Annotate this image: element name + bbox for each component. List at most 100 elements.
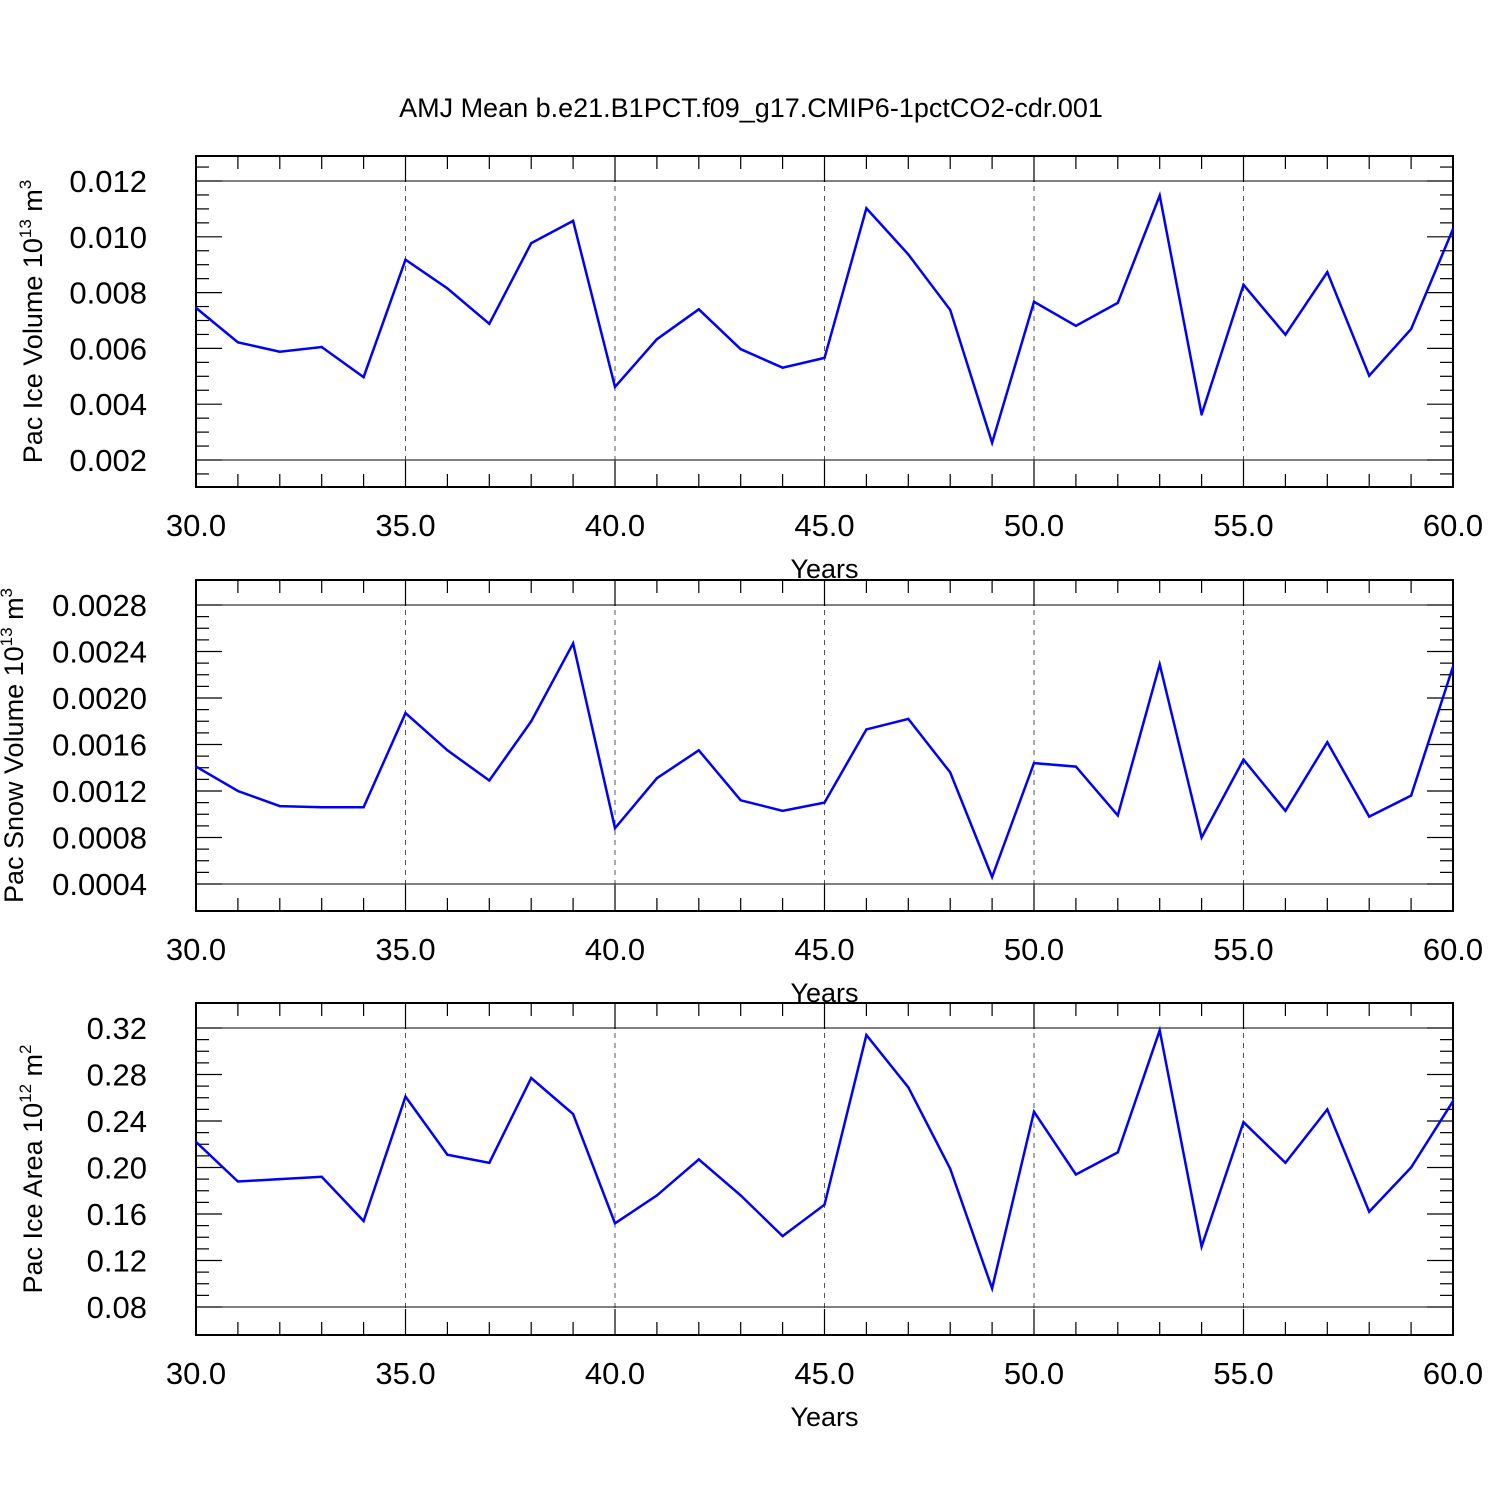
data-point	[1200, 413, 1203, 416]
y-axis-title-text: Pac Ice Volume 10	[18, 238, 48, 463]
data-point	[530, 720, 533, 723]
data-point	[1116, 814, 1120, 817]
y-axis-title-exponent: 13	[0, 627, 16, 646]
x-tick-label: 35.0	[375, 932, 435, 967]
data-point	[907, 717, 910, 721]
y-tick-label: 0.008	[69, 276, 147, 311]
y-tick-label: 0.0024	[52, 635, 147, 670]
data-point	[320, 1175, 323, 1179]
x-tick-label: 30.0	[166, 932, 226, 967]
data-point	[1368, 1210, 1371, 1213]
y-axis-title-unit: m	[18, 189, 48, 219]
data-point	[1284, 1161, 1287, 1165]
x-tick-label: 40.0	[585, 508, 645, 543]
y-tick-label: 0.012	[69, 164, 147, 199]
data-point	[823, 801, 826, 804]
x-tick-label: 55.0	[1213, 1356, 1273, 1391]
data-point	[1032, 300, 1036, 304]
data-point	[613, 1222, 617, 1225]
data-point	[1326, 740, 1329, 744]
y-tick-label: 0.004	[69, 387, 147, 422]
data-point	[571, 219, 575, 223]
x-axis-title: Years	[790, 1402, 858, 1432]
data-point	[1409, 1166, 1413, 1169]
data-point	[781, 366, 784, 369]
x-tick-label: 30.0	[166, 508, 226, 543]
y-axis-title-text: Pac Snow Volume 10	[0, 646, 29, 903]
data-point	[739, 348, 742, 351]
y-tick-label: 0.20	[87, 1151, 147, 1186]
y-tick-label: 0.006	[69, 331, 147, 366]
data-point	[781, 809, 784, 812]
data-point	[1284, 809, 1287, 812]
data-point	[362, 1219, 365, 1223]
data-point	[1074, 765, 1078, 768]
data-point	[865, 728, 868, 731]
data-point	[530, 1076, 533, 1080]
data-point	[1409, 327, 1413, 331]
panels: 30.0 35.0 40.0 45.0 50.0 55.0 60.0 0.002 0.004 0.…	[0, 155, 1483, 1432]
data-point	[949, 771, 952, 774]
y-axis-title: Pac Ice Volume 1013 m3	[16, 180, 48, 464]
data-point	[194, 765, 198, 768]
data-point	[236, 341, 240, 344]
y-tick-label: 0.12	[87, 1244, 147, 1279]
y-tick-label: 0.16	[87, 1197, 147, 1232]
panel-1: 30.0 35.0 40.0 45.0 50.0 55.0 60.0 0.002 0.004 0.…	[16, 155, 1483, 584]
y-axis-title: Pac Ice Area 1012 m2	[16, 1044, 48, 1293]
x-tick-label: 50.0	[1004, 932, 1064, 967]
data-point	[865, 207, 868, 210]
data-point	[571, 1112, 575, 1116]
y-axis-title-unit-exponent: 3	[16, 180, 35, 189]
data-point	[1242, 758, 1245, 761]
y-tick-label: 0.0008	[52, 821, 147, 856]
data-point	[1158, 1029, 1161, 1032]
y-tick-label: 0.010	[69, 220, 147, 255]
data-point	[194, 306, 198, 310]
y-tick-label: 0.08	[87, 1290, 147, 1325]
y-axis-title-unit-exponent: 3	[0, 588, 16, 597]
data-point	[949, 308, 952, 312]
data-point	[1032, 761, 1036, 765]
data-point	[990, 441, 994, 444]
data-point	[613, 385, 617, 389]
y-tick-label: 0.28	[87, 1058, 147, 1093]
data-point	[1242, 1120, 1245, 1124]
y-axis-title-unit: m	[18, 1054, 48, 1084]
data-point	[865, 1033, 868, 1037]
data-point	[613, 827, 617, 830]
y-tick-label: 0.0028	[52, 588, 147, 623]
data-point	[404, 258, 407, 261]
data-point	[1368, 374, 1371, 377]
data-point	[320, 345, 323, 349]
data-point	[446, 1153, 449, 1156]
data-point	[1326, 1108, 1329, 1111]
data-point	[1032, 1110, 1036, 1113]
x-tick-label: 50.0	[1004, 508, 1064, 543]
panel-3: 30.0 35.0 40.0 45.0 50.0 55.0 60.0 0.08 0.12 0.16…	[16, 1002, 1483, 1432]
x-tick-label: 40.0	[585, 932, 645, 967]
data-point	[1200, 1245, 1203, 1248]
data-point	[446, 749, 449, 752]
data-point	[1451, 665, 1455, 668]
data-point	[1074, 1173, 1078, 1176]
panel-2: 30.0 35.0 40.0 45.0 50.0 55.0 60.0 0.0004 0.0008…	[0, 579, 1483, 1008]
data-point	[990, 1287, 994, 1290]
data-point	[823, 1203, 826, 1206]
data-point	[236, 789, 240, 793]
x-tick-label: 45.0	[794, 932, 854, 967]
data-point	[781, 1234, 784, 1238]
data-point	[1200, 836, 1203, 839]
data-point	[1409, 794, 1413, 797]
data-point	[362, 375, 365, 379]
data-point	[488, 1161, 491, 1165]
y-tick-label: 0.24	[87, 1104, 147, 1139]
data-point	[1451, 1100, 1455, 1103]
y-axis-title-exponent: 13	[16, 219, 35, 238]
data-point	[907, 1086, 910, 1089]
data-point	[990, 875, 994, 879]
y-axis-title-unit-exponent: 2	[16, 1044, 35, 1053]
x-tick-label: 55.0	[1213, 508, 1273, 543]
y-axis-title-exponent: 12	[16, 1084, 35, 1103]
